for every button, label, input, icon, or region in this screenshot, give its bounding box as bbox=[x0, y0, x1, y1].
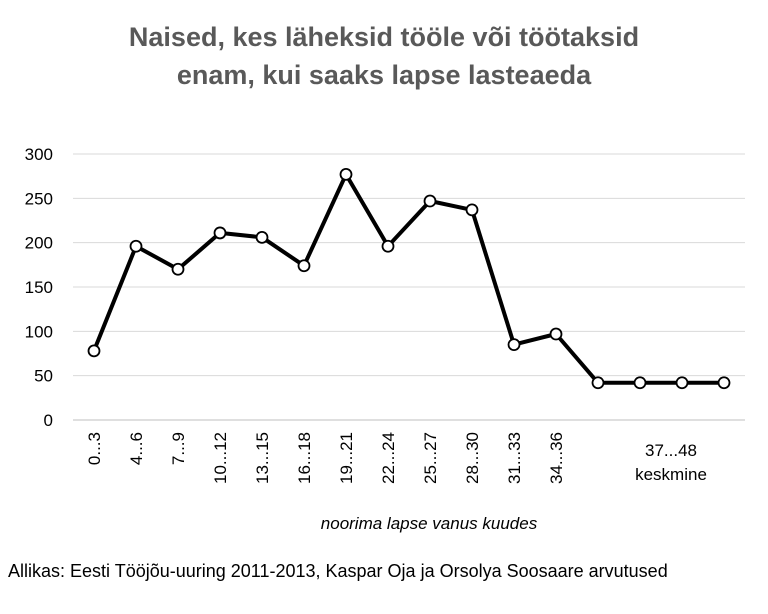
x-tick-label: 4...6 bbox=[127, 432, 146, 465]
y-tick-label: 0 bbox=[44, 411, 53, 430]
chart-title-line-2: enam, kui saaks lapse lasteaeda bbox=[176, 60, 592, 90]
data-point bbox=[465, 203, 479, 217]
data-point bbox=[381, 239, 395, 253]
data-point bbox=[549, 327, 563, 341]
data-point bbox=[675, 376, 689, 390]
series-line bbox=[92, 172, 724, 385]
y-tick-label: 200 bbox=[25, 234, 53, 253]
data-point bbox=[717, 376, 731, 390]
y-tick-label: 150 bbox=[25, 278, 53, 297]
x-tick-label-group: 37...48 bbox=[645, 441, 697, 460]
x-tick-label: 34...36 bbox=[547, 432, 566, 484]
x-tick-label: 31...33 bbox=[505, 432, 524, 484]
source-note: Allikas: Eesti Tööjõu-uuring 2011-2013, … bbox=[8, 561, 668, 581]
x-tick-label: 22...24 bbox=[379, 432, 398, 484]
data-point bbox=[423, 194, 437, 208]
y-tick-label: 100 bbox=[25, 322, 53, 341]
x-tick-label: 28...30 bbox=[463, 432, 482, 484]
data-point bbox=[171, 262, 185, 276]
y-tick-label: 250 bbox=[25, 189, 53, 208]
data-point bbox=[339, 167, 353, 181]
data-point bbox=[297, 259, 311, 273]
x-tick-label-group: keskmine bbox=[635, 465, 707, 484]
x-tick-label: 13...15 bbox=[253, 432, 272, 484]
data-point bbox=[507, 338, 521, 352]
y-tick-label: 300 bbox=[25, 145, 53, 164]
data-point bbox=[591, 376, 605, 390]
chart-title-line-1: Naised, kes läheksid tööle või töötaksid bbox=[128, 22, 640, 52]
x-tick-label: 10...12 bbox=[211, 432, 230, 484]
data-point bbox=[129, 239, 143, 253]
x-tick-label: 19...21 bbox=[337, 432, 356, 484]
x-tick-label: 0...3 bbox=[85, 432, 104, 465]
x-tick-label: 16...18 bbox=[295, 432, 314, 484]
x-axis-title: noorima lapse vanus kuudes bbox=[321, 514, 538, 533]
line-chart: 0 50 100 150 200 250 300 0...3 4...6 7...9 10...12… bbox=[25, 145, 745, 533]
x-tick-label: 25...27 bbox=[421, 432, 440, 484]
data-point bbox=[255, 230, 269, 244]
data-point bbox=[87, 344, 101, 358]
y-tick-label: 50 bbox=[34, 367, 53, 386]
data-point bbox=[633, 376, 647, 390]
chart-title: Naised, kes läheksid tööle või töötaksid… bbox=[0, 18, 768, 94]
data-point bbox=[213, 226, 227, 240]
x-tick-label: 7...9 bbox=[169, 432, 188, 465]
